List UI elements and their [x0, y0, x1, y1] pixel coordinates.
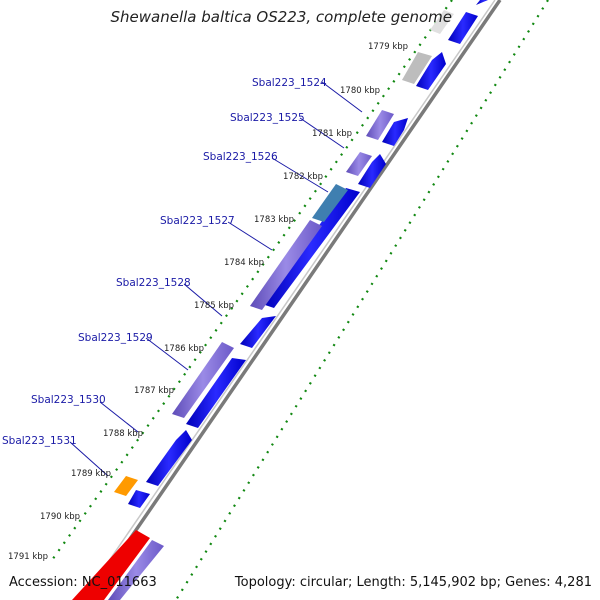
- cds-feature: [186, 358, 246, 428]
- gene-label-leaders: [69, 81, 363, 477]
- gene-label-sbal223-1530[interactable]: Sbal223_1530: [31, 394, 106, 406]
- cog-feature-purple: [346, 152, 372, 176]
- topology-summary: Topology: circular; Length: 5,145,902 bp…: [234, 575, 592, 590]
- gene-label-sbal223-1525[interactable]: Sbal223_1525: [230, 112, 305, 124]
- gene-labels: Sbal223_1524 Sbal223_1525 Sbal223_1526 S…: [2, 77, 327, 447]
- cds-feature: [128, 490, 150, 508]
- cds-feature: [358, 154, 386, 188]
- tick-label: 1787 kbp: [134, 386, 174, 396]
- gene-label-sbal223-1524[interactable]: Sbal223_1524: [252, 77, 327, 89]
- cog-feature-gray: [430, 10, 454, 34]
- cog-feature-gray: [402, 52, 432, 84]
- cog-feature-purple: [366, 110, 394, 140]
- cog-feature-red: [72, 530, 150, 600]
- tick-label: 1780 kbp: [340, 86, 380, 96]
- tick-label: 1785 kbp: [194, 301, 234, 311]
- gene-label-sbal223-1526[interactable]: Sbal223_1526: [203, 151, 278, 163]
- cog-feature-purple: [250, 220, 322, 310]
- tick-label: 1779 kbp: [368, 42, 408, 52]
- gene-label-sbal223-1529[interactable]: Sbal223_1529: [78, 332, 153, 344]
- cds-feature: [476, 0, 488, 5]
- cds-feature: [262, 188, 360, 308]
- tick-label: 1786 kbp: [164, 344, 204, 354]
- cds-feature: [382, 118, 408, 146]
- backbone-line-dark: [86, 0, 502, 600]
- map-title: Shewanella baltica OS223, complete genom…: [110, 8, 452, 26]
- gene-label-sbal223-1531[interactable]: Sbal223_1531: [2, 435, 77, 447]
- tick-label: 1788 kbp: [103, 429, 143, 439]
- tick-label: 1783 kbp: [254, 215, 294, 225]
- tick-labels: 1779 kbp 1780 kbp 1781 kbp 1782 kbp 1783…: [8, 42, 408, 562]
- gene-label-sbal223-1527[interactable]: Sbal223_1527: [160, 215, 235, 227]
- tick-label: 1790 kbp: [40, 512, 80, 522]
- gc-dotted-line-inner: [175, 0, 549, 600]
- cds-feature: [240, 316, 276, 348]
- cog-feature-orange: [114, 476, 138, 496]
- cog-feature-steel: [312, 184, 348, 222]
- cds-feature: [416, 52, 446, 90]
- cds-feature: [146, 430, 192, 486]
- tick-label: 1784 kbp: [224, 258, 264, 268]
- cog-feature-track: [72, 10, 454, 600]
- tick-label: 1782 kbp: [283, 172, 323, 182]
- cds-forward-track: [128, 0, 488, 508]
- tick-label: 1789 kbp: [71, 469, 111, 479]
- cog-feature-purple: [172, 342, 234, 418]
- tick-label: 1791 kbp: [8, 552, 48, 562]
- gene-label-sbal223-1528[interactable]: Sbal223_1528: [116, 277, 191, 289]
- accession-text: Accession: NC_011663: [9, 575, 157, 590]
- cds-feature: [448, 12, 478, 44]
- tick-label: 1781 kbp: [312, 129, 352, 139]
- backbone-line-light: [81, 0, 496, 600]
- cog-feature-purple: [108, 540, 164, 600]
